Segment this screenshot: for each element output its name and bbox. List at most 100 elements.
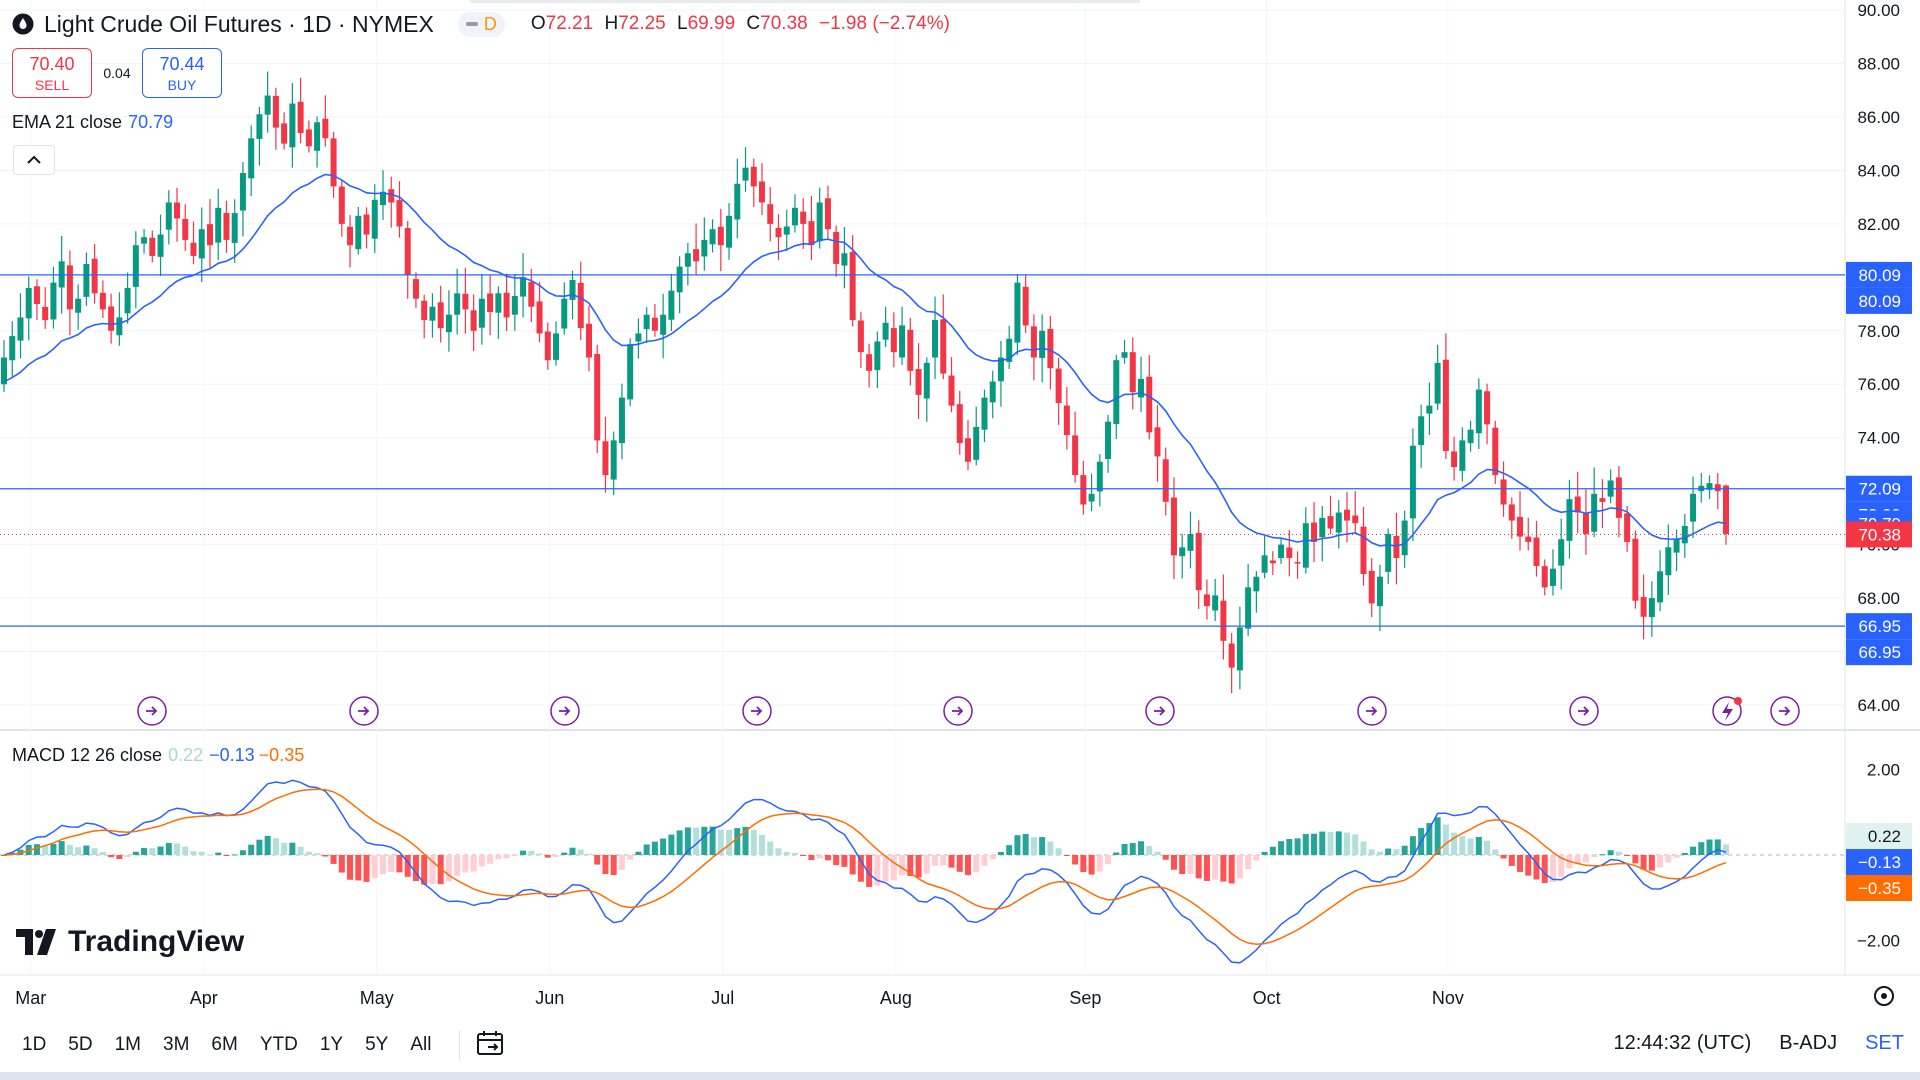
macd-hist-bar <box>635 851 642 855</box>
candle-body <box>734 183 741 220</box>
candle <box>1072 411 1079 483</box>
candle <box>206 199 213 269</box>
chart-canvas[interactable]: 90.0088.0086.0084.0082.0080.0078.0076.00… <box>0 0 1920 1020</box>
y-tick-label: 86.00 <box>1857 108 1900 127</box>
buy-button[interactable]: 70.44 BUY <box>142 48 222 98</box>
candle <box>890 312 897 368</box>
candle <box>1055 357 1062 425</box>
macd-y-tick-label: −2.00 <box>1857 932 1900 951</box>
macd-hist-bar <box>264 835 271 855</box>
candle <box>1030 314 1037 381</box>
macd-hist-bar <box>997 852 1004 855</box>
top-scrollbar[interactable] <box>470 0 1140 3</box>
timeframe-3m[interactable]: 3M <box>163 1034 190 1055</box>
symbol-title[interactable]: Light Crude Oil Futures · 1D · NYMEX <box>44 10 434 37</box>
candle-body <box>1072 435 1079 476</box>
candle <box>759 163 766 215</box>
timeframe-1d[interactable]: 1D <box>22 1034 47 1055</box>
price-label-text: 66.95 <box>1858 643 1901 662</box>
timeframe-all[interactable]: All <box>410 1034 432 1055</box>
candle <box>289 83 296 168</box>
macd-hist-bar <box>973 855 980 873</box>
candle-body <box>1228 643 1235 668</box>
candle-body <box>478 298 485 328</box>
collapse-legend-button[interactable] <box>13 145 55 175</box>
candle <box>1047 315 1054 390</box>
candle-body <box>1385 533 1392 572</box>
candle-body <box>783 226 790 235</box>
candle-body <box>338 186 345 224</box>
candle <box>1426 382 1433 435</box>
timeframe-1m[interactable]: 1M <box>114 1034 141 1055</box>
candle <box>800 198 807 249</box>
candle <box>429 293 436 338</box>
interval-badge[interactable]: D <box>457 11 505 37</box>
candle-body <box>511 296 518 315</box>
ema-legend[interactable]: EMA 21 close 70.79 <box>12 112 173 133</box>
candle <box>1690 476 1697 538</box>
candle <box>1723 484 1729 545</box>
candle-body <box>503 292 510 318</box>
candle <box>231 199 238 263</box>
candle <box>874 331 881 389</box>
candle-body <box>775 227 782 238</box>
macd-hist-bar <box>726 829 733 855</box>
macd-hist-bar <box>1121 843 1128 855</box>
candle <box>1286 530 1293 577</box>
candle-body <box>1311 522 1318 542</box>
timeframe-1y[interactable]: 1Y <box>319 1034 344 1055</box>
macd-hist-bar <box>1138 841 1145 855</box>
candle-body <box>363 214 370 235</box>
candle <box>330 131 337 198</box>
candle <box>1154 404 1161 482</box>
candle <box>305 120 312 153</box>
macd-histogram <box>1 817 1729 887</box>
candle-body <box>1302 523 1309 568</box>
candle-body <box>610 440 617 480</box>
macd-legend[interactable]: MACD 12 26 close 0.22 −0.13 −0.35 <box>12 745 304 766</box>
macd-axis-label: 0.22 <box>1846 823 1912 849</box>
candle <box>1714 473 1721 510</box>
macd-hist-bar <box>495 855 502 860</box>
candle <box>1014 274 1021 355</box>
candle-body <box>1212 595 1219 611</box>
adjustment-toggle[interactable]: B-ADJ <box>1779 1032 1838 1054</box>
candle-body <box>1129 352 1136 393</box>
sell-button[interactable]: 70.40 SELL <box>12 48 92 98</box>
candle-body <box>330 138 337 187</box>
tradingview-logo[interactable]: TradingView <box>16 925 244 959</box>
candle-body <box>1492 427 1499 476</box>
candle-body <box>421 300 428 321</box>
timeframe-6m[interactable]: 6M <box>211 1034 238 1055</box>
candle-body <box>1558 539 1565 566</box>
candle-body <box>1319 517 1326 538</box>
session-toggle[interactable]: SET <box>1865 1032 1904 1054</box>
macd-hist-bar <box>1195 855 1202 879</box>
candle-body <box>1706 483 1713 490</box>
candle-body <box>1582 513 1589 534</box>
timeframe-ytd[interactable]: YTD <box>259 1034 298 1055</box>
macd-hist-bar <box>816 855 823 859</box>
candle-body <box>347 226 354 246</box>
macd-hist-bar <box>1146 846 1153 855</box>
macd-hist-bar <box>1665 855 1672 863</box>
goto-date-button[interactable] <box>459 1029 504 1061</box>
macd-hist-bar <box>742 826 749 855</box>
timeframe-5y[interactable]: 5Y <box>365 1034 389 1055</box>
candle-body <box>693 249 700 262</box>
event-arrow <box>1366 706 1378 716</box>
x-tick-label: Nov <box>1432 988 1464 1008</box>
macd-hist-bar <box>198 851 205 855</box>
candle <box>1006 325 1013 369</box>
candle <box>33 279 40 321</box>
settings-icon[interactable] <box>1874 986 1894 1006</box>
macd-hist-bar <box>1228 855 1235 884</box>
candle-body <box>1500 479 1507 505</box>
candle-body <box>396 200 403 227</box>
candle-body <box>1187 533 1194 551</box>
timeframe-5d[interactable]: 5D <box>68 1034 93 1055</box>
clock-readout[interactable]: 12:44:32 (UTC) <box>1613 1032 1752 1054</box>
candle-body <box>1170 497 1177 556</box>
macd-hist-bar <box>833 855 840 866</box>
event-arrow <box>1779 706 1791 716</box>
